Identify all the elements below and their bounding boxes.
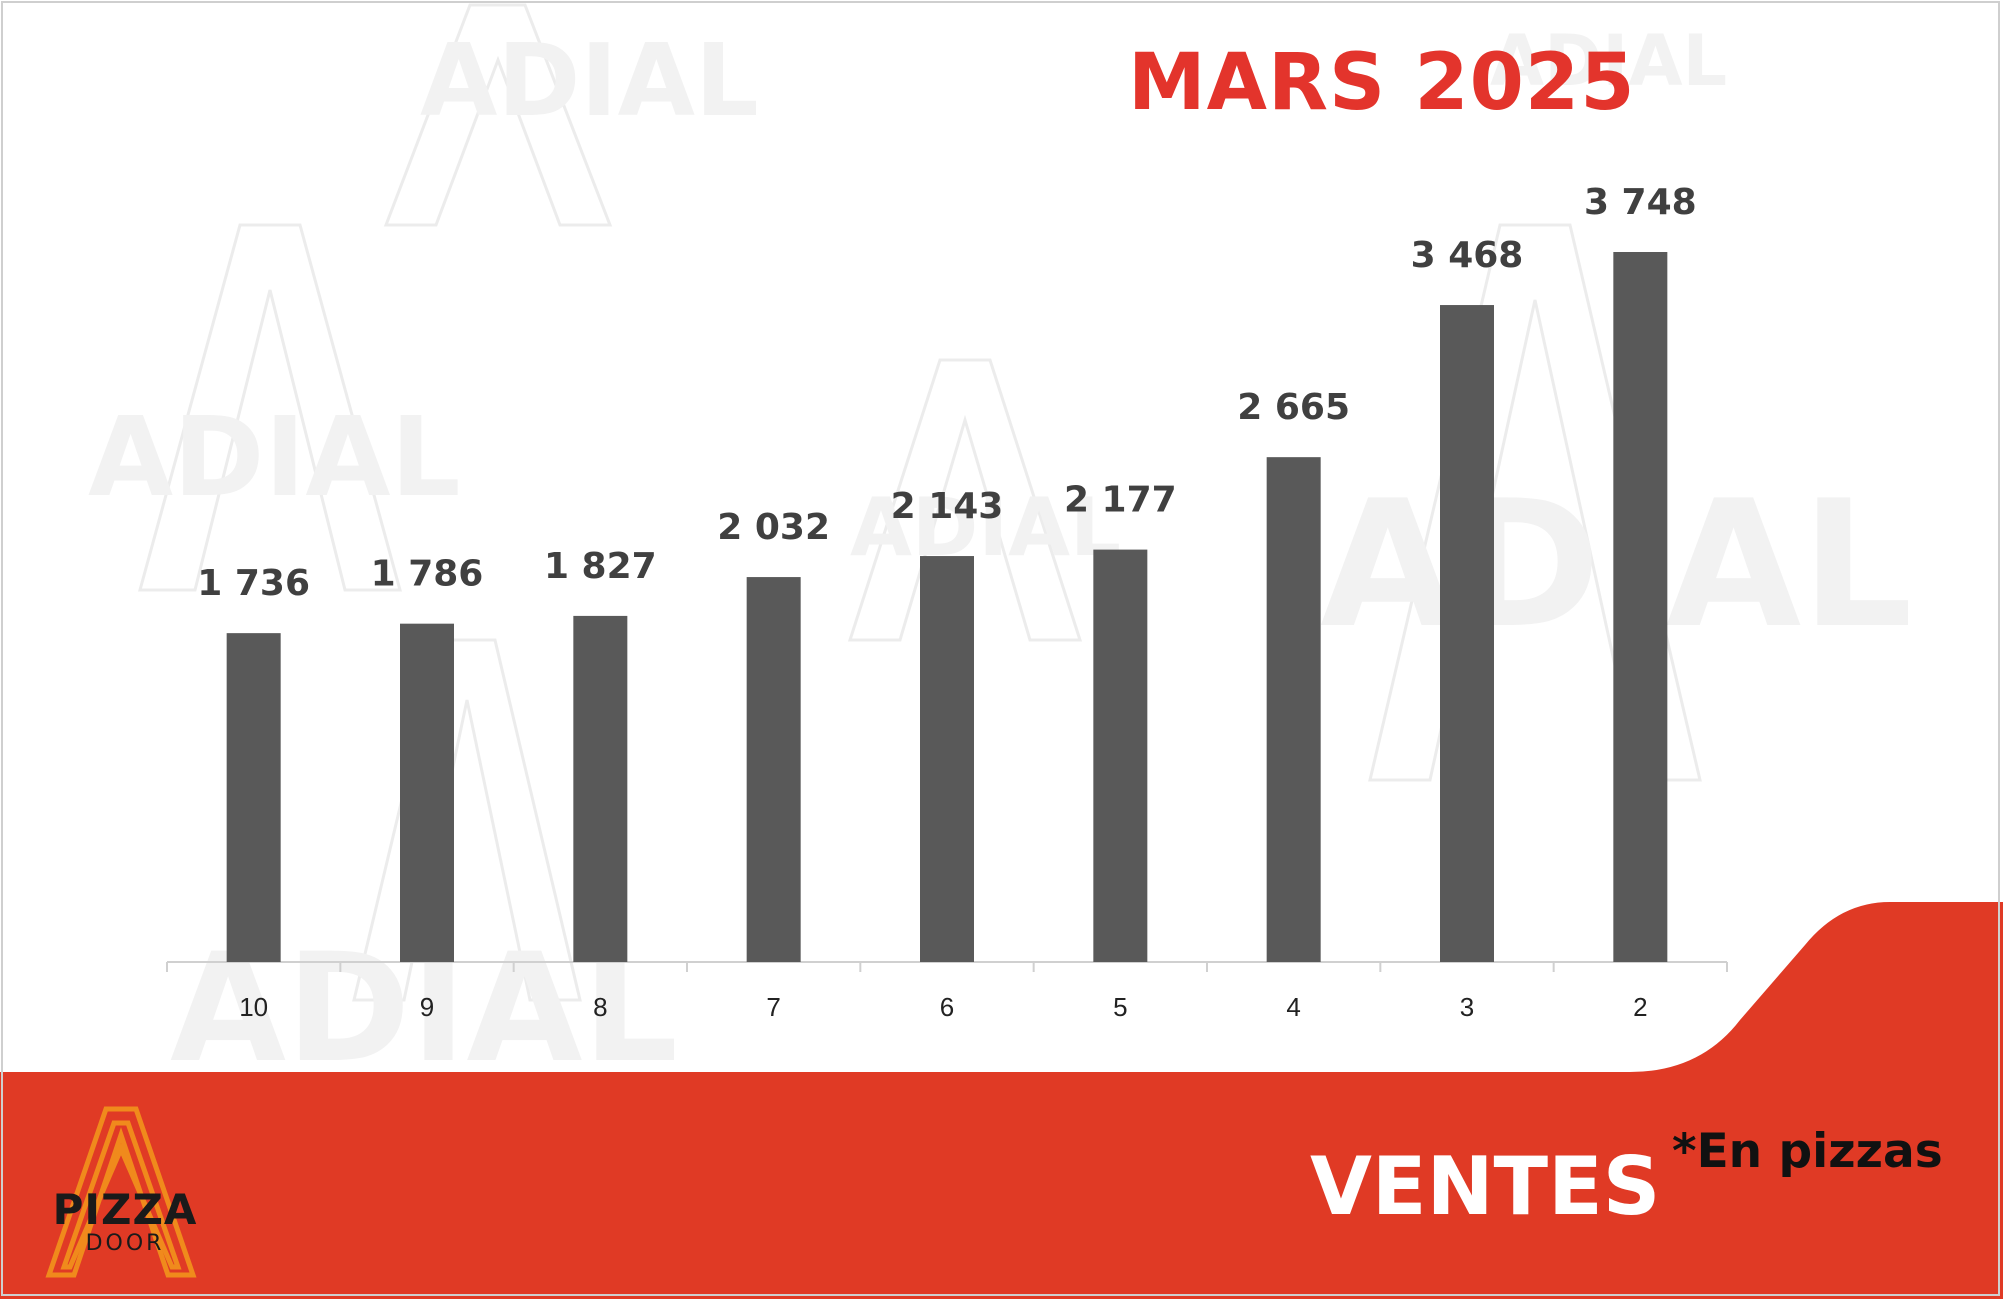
logo-a-icon (45, 1106, 197, 1278)
pizza-door-logo: PIZZA DOOR (28, 1105, 208, 1285)
x-tick-label: 6 (940, 992, 954, 1022)
data-label: 1 827 (544, 546, 657, 587)
data-label: 1 786 (371, 554, 484, 595)
bar (920, 556, 974, 962)
logo-word: PIZZA (52, 1185, 198, 1234)
data-label: 1 736 (197, 563, 310, 604)
unit-note: *En pizzas (1672, 1124, 1943, 1179)
x-tick-label: 3 (1460, 992, 1474, 1022)
logo-sub: DOOR (85, 1231, 165, 1256)
bar (1440, 305, 1494, 962)
x-tick-label: 4 (1286, 992, 1300, 1022)
data-label: 2 665 (1237, 387, 1350, 428)
x-tick-label: 9 (420, 992, 434, 1022)
data-label: 2 032 (717, 507, 830, 548)
x-tick-label: 7 (766, 992, 780, 1022)
x-tick-label: 2 (1633, 992, 1647, 1022)
bar (1613, 252, 1668, 962)
data-label: 2 143 (891, 486, 1004, 527)
x-tick-label: 10 (239, 992, 268, 1022)
data-label: 3 468 (1411, 235, 1524, 276)
data-label: 2 177 (1064, 480, 1177, 521)
bar (1093, 549, 1148, 962)
data-label: 3 748 (1584, 182, 1697, 223)
x-tick-label: 5 (1113, 992, 1127, 1022)
bar (573, 615, 628, 962)
x-tick-label: 8 (593, 992, 607, 1022)
bar (1266, 457, 1321, 962)
chart-title: MARS 2025 (1128, 38, 1636, 128)
bar (746, 577, 801, 962)
sales-label: VENTES (1310, 1140, 1661, 1233)
bar (400, 623, 454, 962)
bar (226, 633, 281, 962)
